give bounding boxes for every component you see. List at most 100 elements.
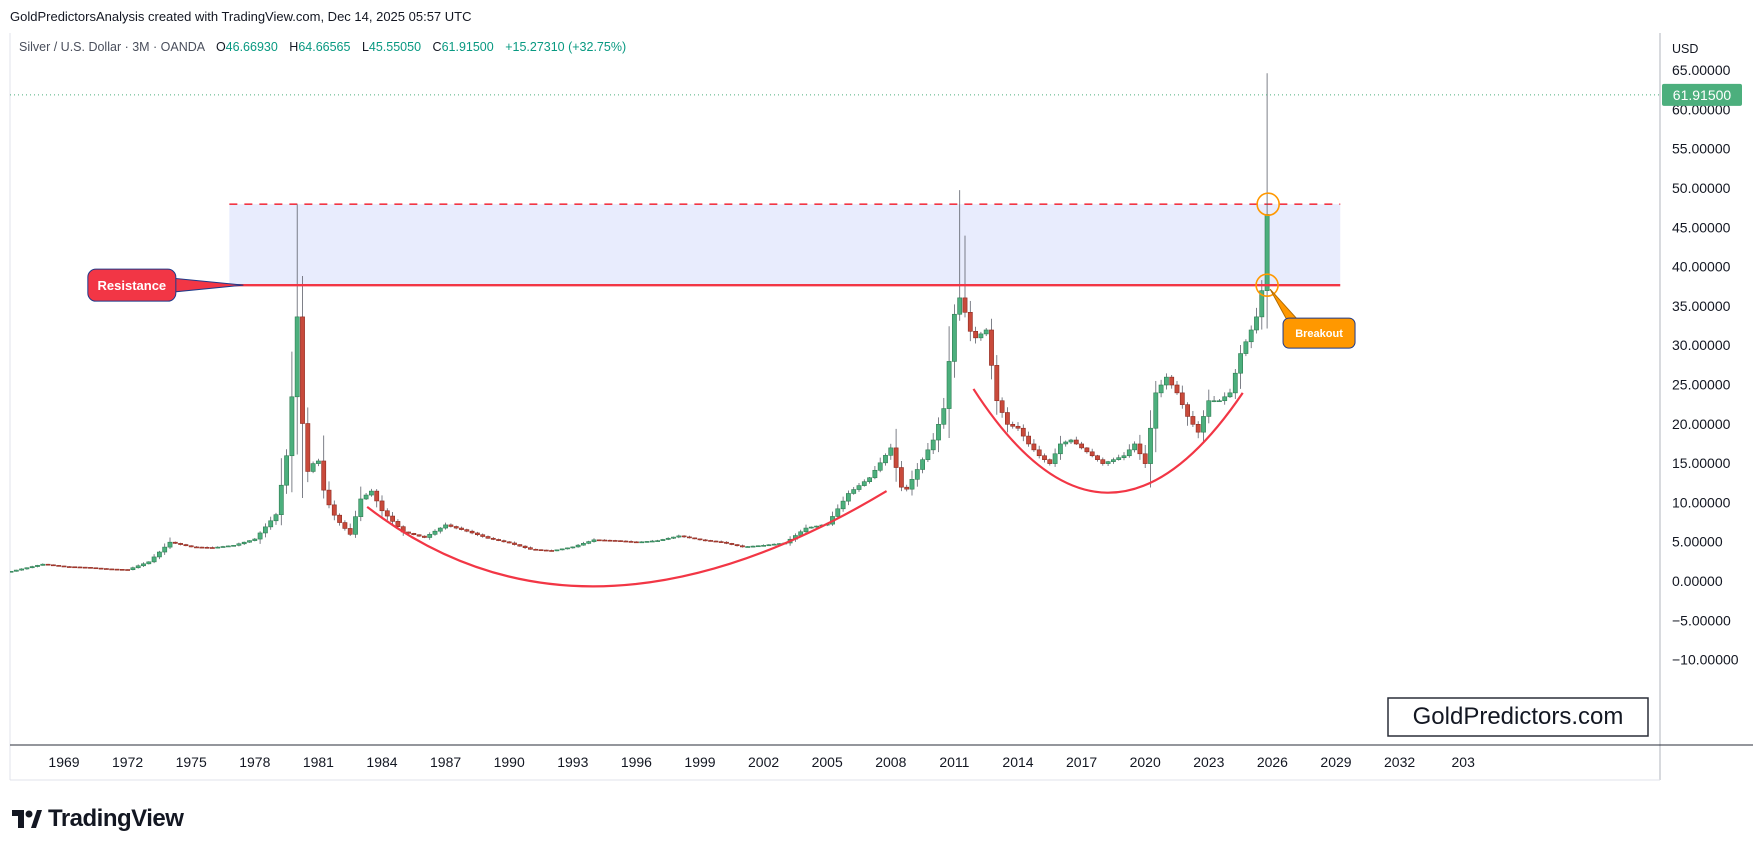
candle[interactable] — [384, 508, 390, 521]
candle[interactable] — [1063, 440, 1069, 447]
candle[interactable] — [1100, 457, 1106, 466]
candle[interactable] — [607, 539, 613, 542]
candle[interactable] — [141, 562, 146, 567]
candle[interactable] — [390, 511, 395, 525]
candle[interactable] — [220, 545, 226, 548]
candle[interactable] — [379, 495, 385, 518]
candle[interactable] — [347, 523, 353, 537]
cup-arc[interactable] — [972, 388, 1244, 494]
candle[interactable] — [432, 529, 438, 536]
candle[interactable] — [374, 489, 380, 508]
candle[interactable] — [40, 563, 46, 566]
candle[interactable] — [671, 536, 676, 540]
candle[interactable] — [29, 565, 35, 569]
candle[interactable] — [808, 526, 814, 529]
candle[interactable] — [252, 538, 258, 542]
candle[interactable] — [835, 504, 841, 519]
candle[interactable] — [1052, 448, 1058, 467]
candle[interactable] — [877, 457, 883, 473]
candle[interactable] — [353, 510, 358, 538]
candle[interactable] — [845, 490, 851, 506]
candle[interactable] — [708, 539, 713, 542]
candle[interactable] — [755, 545, 761, 548]
currency-label[interactable]: USD — [1672, 42, 1698, 56]
candle[interactable] — [225, 545, 231, 548]
candle[interactable] — [803, 524, 809, 534]
candle[interactable] — [358, 486, 364, 522]
candle[interactable] — [1158, 379, 1164, 398]
candle[interactable] — [321, 435, 327, 499]
candle[interactable] — [559, 548, 565, 551]
candle[interactable] — [575, 543, 581, 548]
candle[interactable] — [686, 535, 692, 539]
candle[interactable] — [262, 523, 268, 538]
candle[interactable] — [459, 526, 464, 531]
candle[interactable] — [814, 525, 819, 528]
candle[interactable] — [1089, 448, 1095, 458]
candle[interactable] — [204, 546, 210, 549]
candle[interactable] — [644, 541, 650, 543]
last-price-badge[interactable] — [1662, 83, 1742, 106]
candle[interactable] — [1121, 452, 1127, 461]
candle[interactable] — [1031, 439, 1037, 452]
candle[interactable] — [1132, 441, 1137, 453]
candle[interactable] — [729, 542, 735, 546]
candle[interactable] — [485, 535, 491, 539]
candle[interactable] — [649, 539, 655, 543]
candle[interactable] — [565, 547, 570, 550]
candle[interactable] — [1174, 381, 1180, 395]
candle[interactable] — [331, 500, 337, 521]
breakout-circle[interactable] — [1255, 273, 1279, 297]
candle[interactable] — [501, 539, 507, 543]
candle[interactable] — [188, 545, 194, 548]
candle[interactable] — [437, 527, 443, 534]
candle[interactable] — [1126, 444, 1132, 458]
candle[interactable] — [157, 550, 162, 560]
candle[interactable] — [989, 318, 994, 380]
candle[interactable] — [1169, 374, 1175, 389]
candle[interactable] — [538, 549, 544, 551]
candle[interactable] — [888, 443, 894, 460]
candle[interactable] — [517, 544, 523, 547]
candle[interactable] — [1222, 392, 1228, 405]
candle[interactable] — [718, 540, 724, 543]
candle[interactable] — [411, 532, 417, 536]
candle[interactable] — [978, 331, 984, 341]
candle[interactable] — [1217, 399, 1222, 403]
candle[interactable] — [45, 563, 51, 566]
candle[interactable] — [1036, 445, 1042, 459]
candle[interactable] — [533, 548, 539, 551]
candle[interactable] — [167, 537, 173, 550]
candle[interactable] — [1211, 395, 1217, 403]
candle[interactable] — [474, 531, 480, 537]
candle[interactable] — [13, 569, 19, 572]
candle[interactable] — [1111, 457, 1116, 464]
candle[interactable] — [1232, 368, 1238, 399]
candle[interactable] — [66, 566, 72, 568]
candle[interactable] — [1195, 421, 1201, 439]
candle[interactable] — [1073, 436, 1079, 445]
candle[interactable] — [1047, 458, 1053, 466]
candle[interactable] — [448, 523, 454, 528]
candle[interactable] — [1026, 431, 1031, 447]
candle[interactable] — [273, 512, 279, 525]
candle[interactable] — [464, 528, 470, 533]
candle[interactable] — [35, 564, 40, 568]
candle[interactable] — [480, 533, 486, 538]
candle[interactable] — [554, 549, 560, 552]
candle[interactable] — [1142, 444, 1148, 469]
candle[interactable] — [1190, 410, 1196, 428]
candle[interactable] — [591, 538, 597, 543]
candle[interactable] — [697, 538, 703, 541]
candle[interactable] — [580, 541, 586, 546]
candle[interactable] — [506, 541, 512, 544]
candle[interactable] — [883, 453, 888, 466]
candle[interactable] — [368, 488, 374, 497]
candle[interactable] — [231, 544, 236, 547]
candle[interactable] — [676, 534, 682, 539]
candle[interactable] — [56, 565, 62, 567]
candle[interactable] — [125, 569, 130, 571]
candle[interactable] — [967, 300, 973, 342]
candle[interactable] — [1148, 410, 1153, 488]
candle[interactable] — [946, 326, 952, 439]
